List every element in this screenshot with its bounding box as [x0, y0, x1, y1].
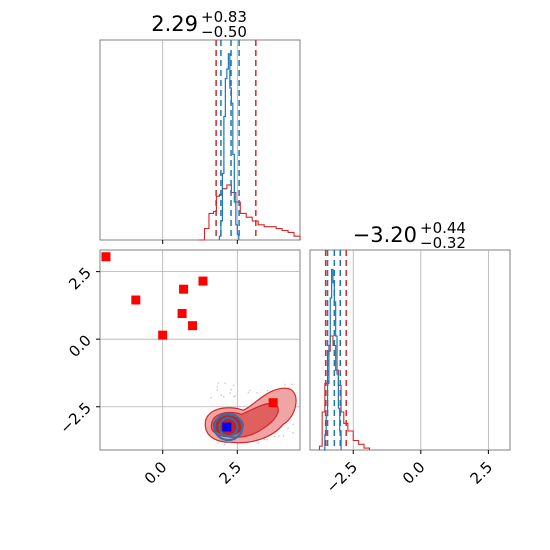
- scatter-point-69: [210, 396, 212, 399]
- scatter-point-32: [247, 391, 250, 394]
- marker-red-square-0: [101, 252, 111, 262]
- scatter-point-44: [232, 384, 235, 386]
- scatter-point-51: [287, 427, 289, 429]
- marker-red-square-1: [131, 295, 141, 305]
- scatter-point-21: [216, 386, 219, 388]
- tick-label-hist2-x-0: −2.5: [323, 458, 361, 496]
- marker-red-square-3: [179, 284, 189, 294]
- tick-label-hist2-x-2: 2.5: [467, 458, 497, 488]
- scatter-point-6: [266, 439, 269, 441]
- scatter-point-37: [283, 383, 286, 386]
- scatter-point-35: [273, 435, 276, 438]
- hist1-red-series: [198, 184, 301, 241]
- title-param2-minus: −0.32: [420, 234, 466, 252]
- tick-label-joint-y-0: 2.5: [65, 264, 95, 294]
- plot-layer: 0.0 2.5 2.5 0.0 −2.5 −2.5 0.0 2.5: [56, 40, 496, 497]
- panel-joint: [99, 249, 301, 451]
- marker-red-square-4: [177, 309, 187, 319]
- tick-label-joint-x-1: 2.5: [216, 458, 246, 488]
- scatter-point-50: [220, 394, 223, 397]
- scatter-point-47: [217, 382, 219, 384]
- scatter-point-11: [290, 383, 293, 386]
- title-param1-minus: −0.50: [201, 23, 247, 41]
- tick-label-hist2-x-1: 0.0: [399, 458, 429, 488]
- tick-label-joint-x-0: 0.0: [141, 458, 171, 488]
- scatter-point-16: [224, 382, 226, 385]
- scatter-point-57: [216, 442, 219, 445]
- marker-red-square-2: [158, 330, 168, 340]
- tick-label-joint-y-1: 0.0: [65, 331, 95, 361]
- panel-hist-param1: [99, 39, 301, 241]
- scatter-point-30: [292, 423, 294, 426]
- contour-blue-inner: [218, 417, 239, 438]
- panel-hist-param2: [309, 249, 511, 451]
- scatter-point-22: [230, 388, 232, 391]
- scatter-point-65: [223, 443, 226, 446]
- title-param2-value: −3.20: [353, 223, 417, 247]
- hist1-blue-series: [218, 53, 240, 240]
- scatter-point-13: [292, 432, 294, 434]
- hist2-blue-series: [323, 268, 342, 451]
- scatter-point-5: [234, 395, 236, 397]
- marker-red-square-6: [198, 276, 208, 286]
- scatter-point-58: [256, 392, 258, 394]
- title-param1-plus: +0.83: [201, 8, 247, 26]
- scatter-point-59: [282, 434, 285, 437]
- scatter-point-40: [257, 442, 260, 444]
- tick-label-joint-y-2: −2.5: [56, 399, 94, 437]
- scatter-point-64: [278, 435, 280, 437]
- marker-red-square-5: [188, 321, 198, 331]
- scatter-point-19: [222, 395, 225, 398]
- marker-red-square-7: [268, 398, 278, 408]
- contour-blue-outer: [213, 412, 244, 442]
- scatter-point-54: [266, 389, 269, 392]
- scatter-point-3: [216, 389, 219, 391]
- title-param1: 2.29: [151, 12, 198, 36]
- title-param1-value: 2.29: [151, 12, 198, 36]
- scatter-point-55: [229, 392, 232, 394]
- title-param2: −3.20: [353, 223, 417, 247]
- title-param2-plus: +0.44: [420, 219, 466, 237]
- scatter-point-36: [233, 396, 235, 398]
- scatter-point-66: [263, 438, 266, 441]
- marker-blue-square: [222, 422, 232, 432]
- scatter-point-48: [249, 389, 251, 392]
